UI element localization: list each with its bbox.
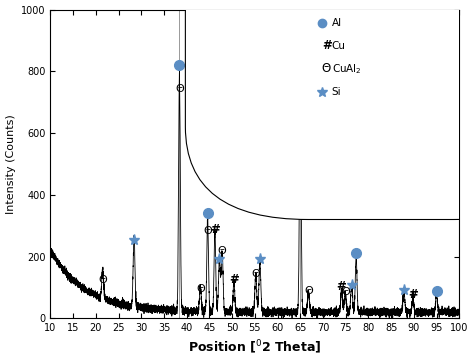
Text: #: # [210, 223, 220, 236]
Text: Cu: Cu [332, 41, 346, 51]
Text: Θ: Θ [218, 246, 227, 256]
Text: #: # [322, 39, 332, 52]
Text: Θ: Θ [321, 62, 331, 75]
Text: #: # [408, 288, 418, 301]
Text: Θ: Θ [175, 84, 184, 94]
Text: #: # [229, 273, 239, 286]
Text: Θ: Θ [251, 269, 260, 279]
X-axis label: Position [$^{0}$2 Theta]: Position [$^{0}$2 Theta] [188, 339, 321, 357]
Text: Al: Al [332, 18, 342, 28]
Text: Θ: Θ [341, 287, 350, 297]
Text: Θ: Θ [304, 286, 313, 296]
Text: Θ: Θ [196, 283, 205, 294]
Text: Si: Si [332, 87, 341, 97]
Text: #: # [337, 280, 346, 293]
Text: Θ: Θ [98, 275, 107, 285]
Text: Θ: Θ [203, 226, 212, 236]
Y-axis label: Intensity (Counts): Intensity (Counts) [6, 114, 16, 214]
Text: CuAl$_2$: CuAl$_2$ [332, 62, 362, 76]
FancyBboxPatch shape [185, 0, 474, 219]
